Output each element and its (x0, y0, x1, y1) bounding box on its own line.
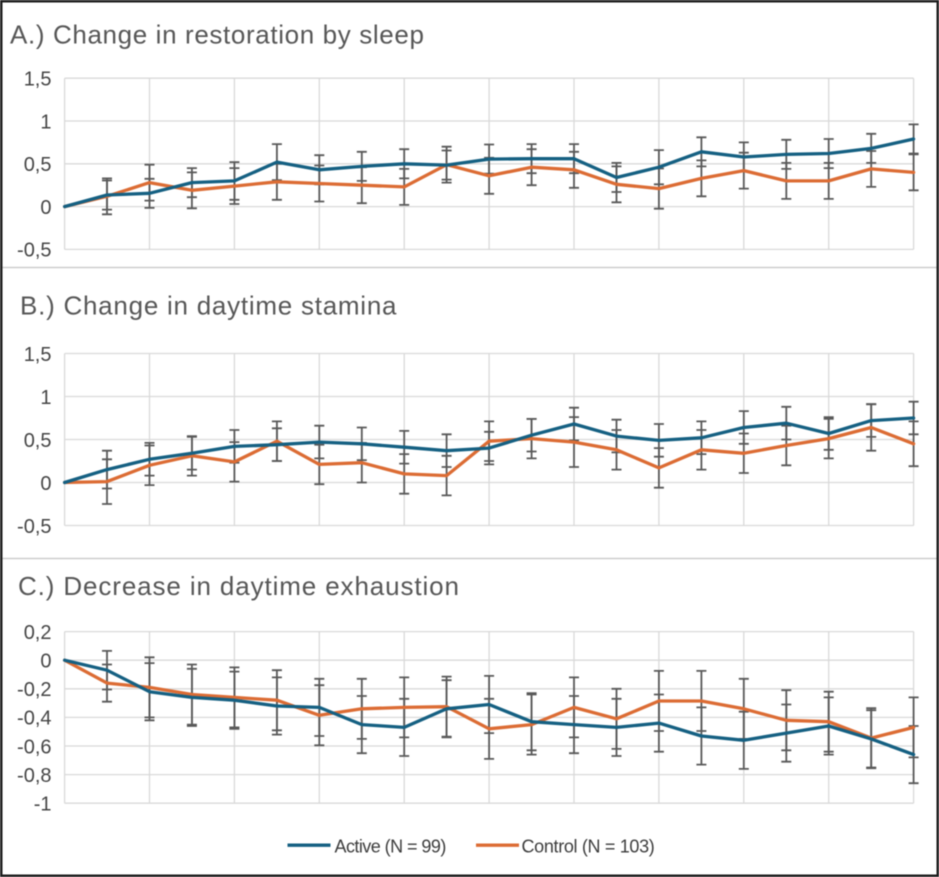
svg-text:0,5: 0,5 (24, 430, 52, 452)
svg-text:-1: -1 (34, 794, 52, 816)
svg-text:Active (N = 99): Active (N = 99) (335, 836, 446, 856)
svg-text:1: 1 (40, 387, 51, 409)
svg-text:-0,4: -0,4 (17, 708, 51, 730)
svg-text:-0,2: -0,2 (17, 679, 51, 701)
svg-text:A.) Change in restoration by s: A.) Change in restoration by sleep (10, 20, 425, 50)
svg-text:-0,8: -0,8 (17, 765, 51, 787)
svg-text:-0,6: -0,6 (17, 736, 51, 758)
svg-text:1,5: 1,5 (24, 69, 52, 91)
svg-text:0: 0 (40, 473, 51, 495)
svg-text:-0,5: -0,5 (17, 516, 51, 538)
svg-text:0: 0 (40, 651, 51, 673)
svg-text:0,2: 0,2 (24, 622, 52, 644)
svg-text:C.) Decrease in daytime exhaus: C.) Decrease in daytime exhaustion (18, 571, 460, 601)
svg-text:B.) Change in daytime stamina: B.) Change in daytime stamina (20, 291, 397, 321)
svg-text:Control (N = 103): Control (N = 103) (522, 836, 655, 856)
svg-text:0,5: 0,5 (24, 154, 52, 176)
svg-text:1,5: 1,5 (24, 344, 52, 366)
svg-text:-0,5: -0,5 (17, 240, 51, 262)
svg-text:1: 1 (40, 111, 51, 133)
svg-text:0: 0 (40, 197, 51, 219)
